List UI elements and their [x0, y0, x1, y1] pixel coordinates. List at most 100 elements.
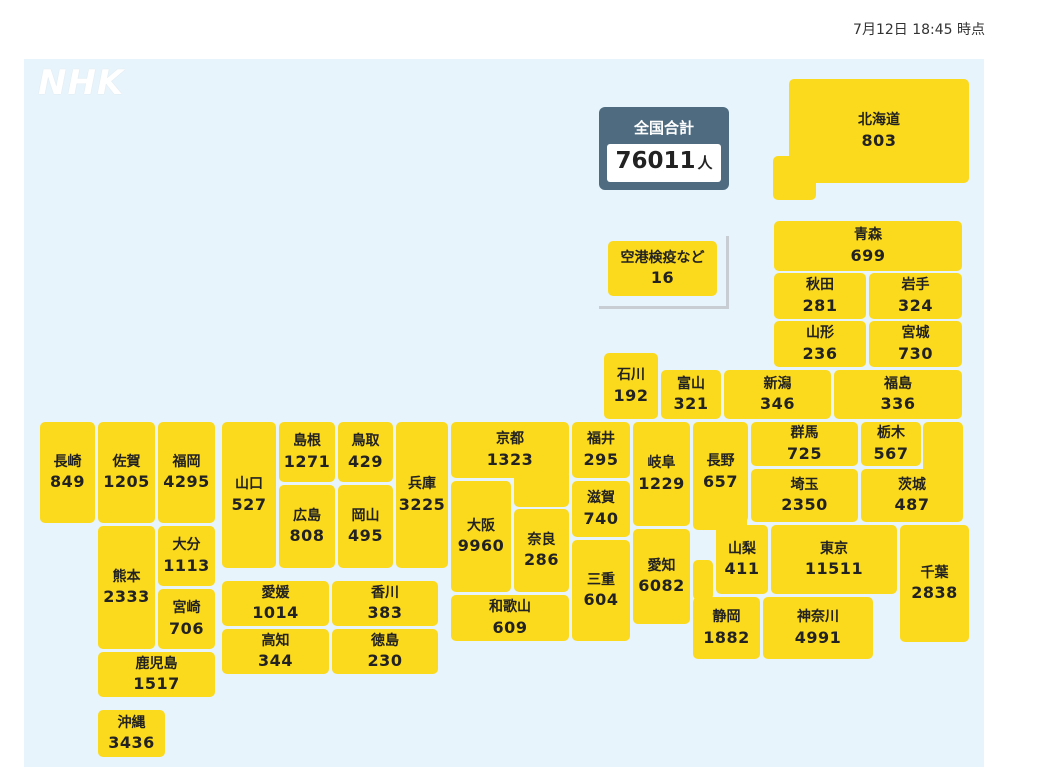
pref-shiga[interactable]: 滋賀 740	[572, 481, 630, 537]
pref-value: 336	[880, 394, 916, 414]
pref-name: 佐賀	[112, 453, 141, 470]
pref-value: 849	[50, 472, 85, 492]
pref-value: 487	[894, 495, 930, 515]
pref-value: 495	[348, 526, 383, 546]
pref-mie[interactable]: 三重 604	[572, 540, 630, 641]
pref-name: 石川	[617, 367, 645, 383]
pref-value: 6082	[638, 576, 685, 596]
pref-wakayama[interactable]: 和歌山 609	[451, 595, 569, 641]
pref-name: 北海道	[858, 112, 900, 128]
pref-value: 730	[898, 343, 933, 363]
pref-value: 808	[289, 526, 325, 546]
pref-fukushima[interactable]: 福島 336	[834, 370, 962, 419]
pref-ibaraki[interactable]: 茨城 487	[861, 469, 963, 522]
pref-value: 3225	[398, 494, 446, 514]
pref-toyama[interactable]: 富山 321	[661, 370, 721, 419]
pref-okinawa[interactable]: 沖縄 3436	[98, 710, 165, 757]
pref-value: 706	[169, 618, 204, 638]
pref-name: 千葉	[920, 564, 949, 581]
pref-name: 岡山	[351, 507, 380, 524]
pref-shizuoka-upper	[693, 560, 713, 600]
pref-nagano[interactable]: 長野 657	[693, 422, 748, 522]
pref-iwate[interactable]: 岩手 324	[869, 273, 962, 319]
pref-okayama[interactable]: 岡山 495	[338, 485, 393, 568]
pref-kagawa[interactable]: 香川 383	[332, 581, 438, 626]
pref-value: 281	[802, 295, 838, 315]
pref-yamagata[interactable]: 山形 236	[774, 321, 866, 367]
pref-niigata[interactable]: 新潟 346	[724, 370, 831, 419]
pref-fukui[interactable]: 福井 295	[572, 422, 630, 478]
pref-hyogo[interactable]: 兵庫 3225	[396, 422, 448, 568]
pref-ehime[interactable]: 愛媛 1014	[222, 581, 329, 626]
pref-aichi[interactable]: 愛知 6082	[633, 529, 690, 624]
pref-gunma[interactable]: 群馬 725	[751, 422, 858, 466]
pref-name: 和歌山	[489, 599, 531, 615]
pref-airport-quarantine[interactable]: 空港検疫など 16	[608, 241, 717, 296]
pref-miyagi[interactable]: 宮城 730	[869, 321, 962, 367]
pref-shizuoka[interactable]: 静岡 1882	[693, 597, 760, 659]
pref-name: 神奈川	[797, 609, 839, 625]
pref-name: 沖縄	[117, 714, 146, 731]
pref-value: 567	[873, 443, 909, 463]
pref-name: 埼玉	[790, 476, 819, 493]
pref-aomori[interactable]: 青森 699	[774, 221, 962, 271]
pref-chiba[interactable]: 千葉 2838	[900, 525, 969, 642]
timestamp: 7月12日 18:45 時点	[853, 22, 985, 38]
pref-value: 236	[802, 343, 838, 363]
pref-yamanashi[interactable]: 山梨 411	[716, 525, 768, 594]
pref-value: 295	[583, 449, 619, 469]
pref-name: 栃木	[877, 425, 905, 441]
pref-value: 604	[583, 590, 619, 610]
pref-value: 1014	[252, 603, 299, 623]
pref-tokyo[interactable]: 東京 11511	[771, 525, 897, 594]
pref-value: 740	[583, 508, 619, 528]
pref-tottori[interactable]: 鳥取 429	[338, 422, 393, 482]
pref-tochigi[interactable]: 栃木 567	[861, 422, 921, 466]
pref-yamaguchi[interactable]: 山口 527	[222, 422, 276, 568]
pref-oita[interactable]: 大分 1113	[158, 526, 215, 586]
pref-ishikawa[interactable]: 石川 192	[604, 353, 658, 419]
pref-kyoto[interactable]: 京都 1323	[451, 422, 569, 478]
pref-name: 岐阜	[647, 455, 676, 471]
pref-tokushima[interactable]: 徳島 230	[332, 629, 438, 674]
pref-hiroshima[interactable]: 広島 808	[279, 485, 335, 568]
pref-hokkaido[interactable]: 北海道 803	[789, 79, 969, 183]
nhk-logo: NHK	[38, 63, 125, 103]
pref-saitama[interactable]: 埼玉 2350	[751, 469, 858, 522]
pref-name: 高知	[261, 632, 290, 649]
pref-gifu[interactable]: 岐阜 1229	[633, 422, 690, 526]
pref-name: 山形	[806, 325, 834, 341]
pref-osaka[interactable]: 大阪 9960	[451, 481, 511, 592]
pref-name: 福岡	[172, 453, 201, 470]
pref-miyazaki[interactable]: 宮崎 706	[158, 589, 215, 649]
pref-name: 愛知	[647, 557, 676, 574]
pref-kanagawa[interactable]: 神奈川 4991	[763, 597, 873, 659]
pref-value: 1323	[486, 449, 534, 469]
pref-value: 2838	[911, 583, 958, 603]
pref-value: 344	[258, 651, 293, 671]
pref-name: 滋賀	[587, 490, 615, 506]
pref-kagoshima[interactable]: 鹿児島 1517	[98, 652, 215, 697]
pref-fukuoka[interactable]: 福岡 4295	[158, 422, 215, 523]
pref-value: 1113	[163, 555, 210, 575]
pref-name: 大分	[172, 537, 201, 553]
pref-value: 1271	[283, 451, 331, 471]
pref-kochi[interactable]: 高知 344	[222, 629, 329, 674]
pref-name: 山口	[235, 476, 263, 492]
national-total-panel: 全国合計 76011 人	[599, 107, 729, 190]
pref-akita[interactable]: 秋田 281	[774, 273, 866, 319]
pref-name: 岩手	[901, 277, 930, 293]
pref-nagasaki[interactable]: 長崎 849	[40, 422, 95, 523]
pref-name: 大阪	[467, 517, 495, 534]
pref-nara[interactable]: 奈良 286	[514, 509, 569, 592]
pref-value: 411	[724, 559, 760, 579]
pref-value: 2333	[103, 587, 150, 607]
pref-shimane[interactable]: 島根 1271	[279, 422, 335, 482]
pref-name: 鳥取	[351, 433, 380, 449]
pref-name: 兵庫	[408, 476, 436, 492]
pref-saga[interactable]: 佐賀 1205	[98, 422, 155, 523]
pref-name: 宮城	[901, 325, 930, 341]
pref-name: 福井	[587, 431, 615, 447]
pref-kumamoto[interactable]: 熊本 2333	[98, 526, 155, 649]
pref-value: 4295	[163, 472, 210, 492]
